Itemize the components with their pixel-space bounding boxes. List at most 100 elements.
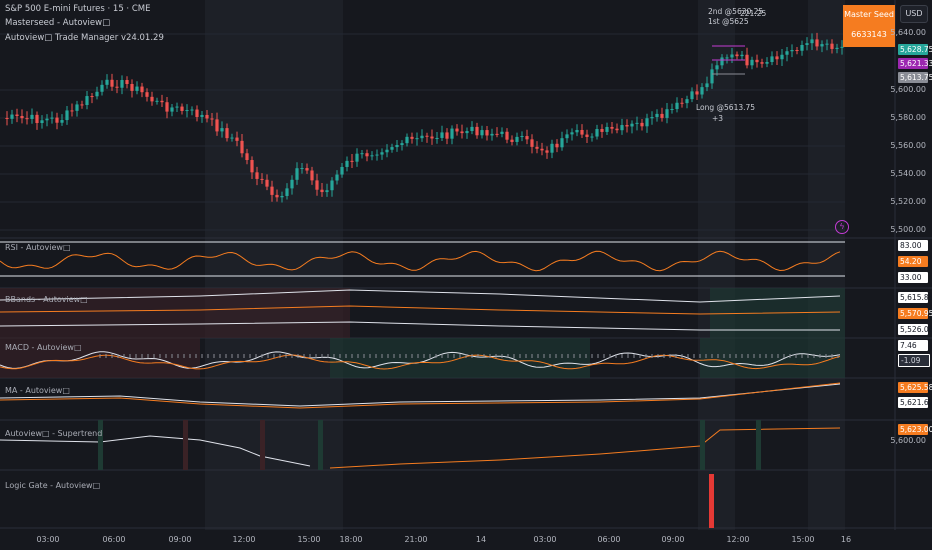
candle-body bbox=[825, 43, 829, 45]
candle-body bbox=[85, 96, 89, 105]
time-tick: 15:00 bbox=[791, 535, 815, 544]
macd-hist-tag: -1.09 bbox=[898, 354, 930, 367]
pane-label-supertrend[interactable]: Autoview□ - Supertrend bbox=[5, 429, 103, 438]
candle-body bbox=[170, 107, 174, 112]
supertrend-tag: 5,623.00 bbox=[898, 424, 932, 435]
price-tick: 5,540.00 bbox=[890, 169, 926, 178]
candle-body bbox=[35, 114, 39, 124]
candle-body bbox=[125, 80, 129, 84]
candle-body bbox=[80, 104, 84, 106]
candle-body bbox=[840, 46, 844, 48]
candle-body bbox=[605, 126, 609, 132]
candle-body bbox=[805, 43, 809, 45]
time-tick: 12:00 bbox=[726, 535, 750, 544]
pane-label-logic-gate[interactable]: Logic Gate - Autoview□ bbox=[5, 481, 101, 490]
supertrend-signal-bar bbox=[183, 420, 188, 470]
candle-body bbox=[455, 128, 459, 132]
pane-label-rsi[interactable]: RSI - Autoview□ bbox=[5, 243, 71, 252]
candle-body bbox=[275, 194, 279, 198]
candle-body bbox=[580, 129, 584, 135]
candle-body bbox=[145, 92, 149, 97]
candle-body bbox=[105, 79, 109, 85]
candle-body bbox=[290, 179, 294, 189]
pane-label-macd[interactable]: MACD - Autoview□ bbox=[5, 343, 82, 352]
candle-body bbox=[25, 118, 29, 120]
candle-body bbox=[640, 122, 644, 127]
candle-body bbox=[165, 102, 169, 112]
time-tick: 09:00 bbox=[661, 535, 685, 544]
candle-body bbox=[665, 109, 669, 118]
candle-body bbox=[755, 59, 759, 63]
candle-body bbox=[410, 136, 414, 139]
lightning-icon[interactable]: ϟ bbox=[835, 220, 849, 234]
candle-body bbox=[390, 147, 394, 150]
symbol-title[interactable]: S&P 500 E-mini Futures · 15 · CME bbox=[5, 4, 151, 14]
rsi-value-tag: 54.20 bbox=[898, 256, 928, 267]
candle-body bbox=[270, 186, 274, 195]
candle-body bbox=[765, 62, 769, 64]
price-tick: 5,600.00 bbox=[890, 85, 926, 94]
candle-body bbox=[500, 131, 504, 134]
candle-body bbox=[560, 138, 564, 148]
candle-body bbox=[330, 180, 334, 191]
candle-body bbox=[780, 54, 784, 60]
supertrend-signal-bar bbox=[700, 420, 705, 470]
pane-label-ma[interactable]: MA - Autoview□ bbox=[5, 386, 70, 395]
candle-body bbox=[110, 79, 114, 87]
candle-body bbox=[340, 166, 344, 175]
candle-body bbox=[310, 170, 314, 181]
bb-mid-tag: 5,570.95 bbox=[898, 308, 932, 319]
candle-body bbox=[775, 56, 779, 60]
candle-body bbox=[485, 130, 489, 136]
candle-body bbox=[90, 96, 94, 98]
candle-body bbox=[155, 100, 159, 102]
candle-body bbox=[515, 136, 519, 142]
logic-gate-signal-bar bbox=[709, 474, 714, 528]
bb-mid bbox=[0, 305, 841, 315]
bb-lower bbox=[0, 321, 840, 331]
candle-body bbox=[720, 57, 724, 66]
candle-body bbox=[415, 138, 419, 140]
supertrend-signal-bar bbox=[756, 420, 761, 470]
grid-lines bbox=[0, 0, 932, 530]
candle-body bbox=[830, 43, 834, 49]
price-tick: 5,640.00 bbox=[890, 28, 926, 37]
currency-button[interactable]: USD bbox=[900, 5, 928, 23]
candle-body bbox=[295, 168, 299, 180]
candle-body bbox=[280, 195, 284, 198]
candle-body bbox=[45, 118, 49, 121]
candle-body bbox=[785, 51, 789, 55]
candle-body bbox=[250, 160, 254, 173]
indicator-trade-manager-label[interactable]: Autoview□ Trade Manager v24.01.29 bbox=[5, 33, 164, 43]
candle-body bbox=[650, 117, 654, 119]
candle-body bbox=[625, 125, 629, 127]
supertrend-signal-bar bbox=[318, 420, 323, 470]
candle-body bbox=[215, 119, 219, 132]
candle-body bbox=[255, 172, 259, 179]
time-tick: 03:00 bbox=[36, 535, 60, 544]
time-tick: 06:00 bbox=[102, 535, 126, 544]
candle-body bbox=[200, 114, 204, 117]
supertrend-up bbox=[329, 427, 841, 469]
candle-body bbox=[420, 135, 424, 139]
price-tick: 5,580.00 bbox=[890, 113, 926, 122]
price-tag-entry: 5,613.75 bbox=[898, 72, 932, 83]
candle-body bbox=[135, 86, 139, 91]
time-tick: 18:00 bbox=[339, 535, 363, 544]
candle-body bbox=[190, 109, 194, 111]
candle-body bbox=[680, 102, 684, 104]
candle-body bbox=[735, 54, 739, 57]
candle-body bbox=[700, 87, 704, 95]
candle-body bbox=[655, 113, 659, 118]
candle-body bbox=[530, 139, 534, 147]
time-tick: 09:00 bbox=[168, 535, 192, 544]
candle-body bbox=[615, 128, 619, 131]
candle-body bbox=[245, 153, 249, 161]
ma-fast bbox=[0, 382, 841, 409]
candle-body bbox=[180, 106, 184, 111]
pane-label-bbands[interactable]: BBands - Autoview□ bbox=[5, 295, 88, 304]
candle-body bbox=[425, 135, 429, 137]
indicator-masterseed-label[interactable]: Masterseed - Autoview□ bbox=[5, 18, 111, 28]
indicator-panes bbox=[0, 241, 845, 528]
